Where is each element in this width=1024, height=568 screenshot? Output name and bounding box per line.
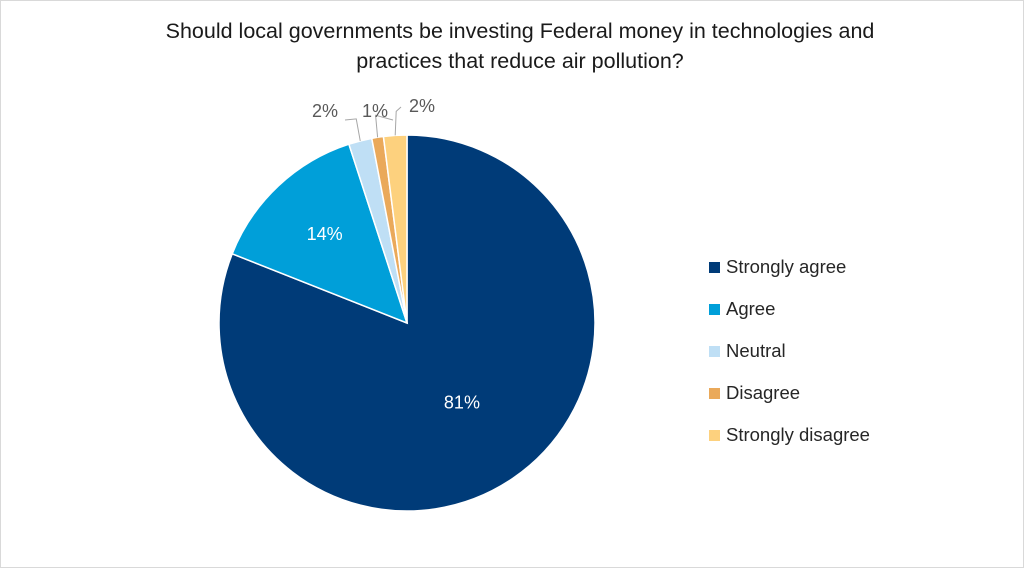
legend-label: Disagree — [726, 382, 801, 403]
legend-swatch — [709, 261, 720, 273]
legend-item-neutral: Neutral — [709, 330, 870, 372]
chart-title: Should local governments be investing Fe… — [60, 16, 980, 76]
legend-label: Neutral — [726, 340, 786, 361]
legend-item-strongly-agree: Strongly agree — [709, 246, 870, 288]
legend-item-disagree: Disagree — [709, 372, 870, 414]
data-label-disagree: 1% — [362, 101, 388, 121]
legend-swatch — [709, 387, 720, 399]
legend-label: Strongly disagree — [726, 424, 870, 445]
data-label-neutral: 2% — [312, 101, 338, 121]
legend-swatch — [709, 429, 720, 441]
legend-swatch — [709, 345, 720, 357]
leader-line-disagree — [375, 114, 394, 138]
data-label-agree: 14% — [307, 224, 343, 244]
leader-line-neutral — [344, 118, 361, 141]
data-label-strongly-disagree: 2% — [409, 96, 435, 116]
legend-item-strongly-disagree: Strongly disagree — [709, 414, 870, 456]
chart-title-line-1: Should local governments be investing Fe… — [165, 19, 875, 43]
data-label-strongly-agree: 81% — [444, 393, 480, 413]
chart-title-line-2: practices that reduce air pollution? — [356, 49, 684, 73]
leader-line-strongly-disagree — [394, 106, 402, 136]
legend-label: Strongly agree — [726, 256, 847, 277]
legend-item-agree: Agree — [709, 288, 870, 330]
chart-legend: Strongly agree Agree Neutral Disagree St… — [709, 246, 870, 456]
legend-label: Agree — [726, 298, 776, 319]
legend-swatch — [709, 303, 720, 315]
